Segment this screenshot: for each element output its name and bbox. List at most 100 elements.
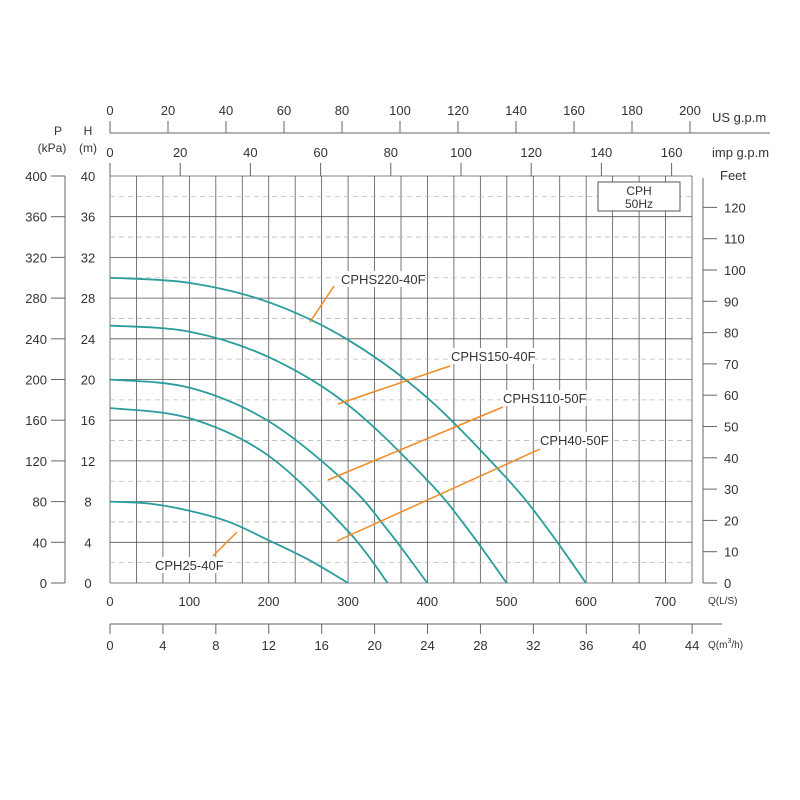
feet-tick-label: 80 bbox=[724, 326, 738, 341]
q-ls-tick-label: 400 bbox=[416, 594, 438, 609]
feet-tick-label: 50 bbox=[724, 420, 738, 435]
grid bbox=[109, 175, 693, 584]
h-axis-label-bottom: (m) bbox=[79, 141, 97, 155]
us-gpm-tick-label: 120 bbox=[447, 103, 469, 118]
q-ls-tick-label: 0 bbox=[106, 594, 113, 609]
feet-tick-label: 40 bbox=[724, 451, 738, 466]
p-tick-label: 400 bbox=[25, 169, 47, 184]
q-ls-axis-label: Q(L/S) bbox=[708, 596, 737, 607]
h-tick-label: 40 bbox=[81, 169, 95, 184]
curve-label: CPHS150-40F bbox=[451, 349, 536, 364]
p-tick-label: 160 bbox=[25, 413, 47, 428]
feet-tick-label: 0 bbox=[724, 576, 731, 591]
q-m3h-tick-label: 28 bbox=[473, 638, 487, 653]
curve-label: CPHS110-50F bbox=[503, 391, 587, 406]
feet-tick-label: 90 bbox=[724, 294, 738, 309]
p-tick-label: 120 bbox=[25, 454, 47, 469]
q-m3h-tick-label: 0 bbox=[106, 638, 113, 653]
imp-gpm-tick-label: 100 bbox=[450, 145, 472, 160]
feet-tick-label: 10 bbox=[724, 545, 738, 560]
us-gpm-tick-label: 80 bbox=[335, 103, 349, 118]
us-gpm-tick-label: 20 bbox=[161, 103, 175, 118]
imp-gpm-tick-label: 0 bbox=[106, 145, 113, 160]
p-tick-label: 40 bbox=[33, 535, 47, 550]
q-m3h-tick-label: 20 bbox=[367, 638, 381, 653]
curve-label: CPH40-50F bbox=[540, 433, 609, 448]
us-gpm-tick-label: 200 bbox=[679, 103, 701, 118]
q-m3h-tick-label: 16 bbox=[314, 638, 328, 653]
imp-gpm-tick-label: 160 bbox=[661, 145, 683, 160]
h-tick-label: 12 bbox=[81, 454, 95, 469]
imp-gpm-tick-label: 40 bbox=[243, 145, 257, 160]
p-tick-label: 360 bbox=[25, 210, 47, 225]
p-tick-label: 80 bbox=[33, 495, 47, 510]
curve-label: CPHS220-40F bbox=[341, 272, 426, 287]
q-m3h-tick-label: 4 bbox=[159, 638, 166, 653]
curve-cphs150-40f bbox=[109, 324, 508, 584]
curve-cphs110-50f bbox=[109, 378, 429, 584]
h-tick-label: 28 bbox=[81, 291, 95, 306]
feet-tick-label: 20 bbox=[724, 513, 738, 528]
feet-tick-label: 100 bbox=[724, 263, 746, 278]
us-gpm-tick-label: 100 bbox=[389, 103, 411, 118]
q-ls-tick-label: 500 bbox=[496, 594, 518, 609]
curve-labels: CPHS220-40F CPHS150-40F CPHS110-50F CPH40-5… bbox=[153, 271, 609, 573]
imp-gpm-tick-label: 20 bbox=[173, 145, 187, 160]
legend-box-line2: 50Hz bbox=[625, 197, 653, 211]
h-tick-label: 36 bbox=[81, 210, 95, 225]
p-tick-label: 0 bbox=[40, 576, 47, 591]
p-tick-label: 240 bbox=[25, 332, 47, 347]
q-ls-tick-label: 100 bbox=[178, 594, 200, 609]
q-ls-tick-label: 700 bbox=[654, 594, 676, 609]
performance-curves bbox=[109, 276, 587, 584]
label-background bbox=[501, 390, 587, 406]
h-tick-label: 32 bbox=[81, 250, 95, 265]
legend-box-frame bbox=[597, 181, 681, 212]
q-ls-tick-label: 200 bbox=[258, 594, 280, 609]
us-gpm-tick-label: 140 bbox=[505, 103, 527, 118]
leader-line bbox=[327, 406, 504, 481]
curve-label: CPH25-40F bbox=[155, 558, 224, 573]
us-gpm-tick-label: 40 bbox=[219, 103, 233, 118]
feet-axis-label: Feet bbox=[720, 168, 746, 183]
h-tick-label: 4 bbox=[84, 535, 91, 550]
q-m3h-tick-label: 40 bbox=[632, 638, 646, 653]
q-m3h-tick-label: 36 bbox=[579, 638, 593, 653]
h-tick-label: 0 bbox=[84, 576, 91, 591]
curve-cph25-40f bbox=[109, 500, 349, 584]
leader-line bbox=[336, 448, 541, 542]
label-background bbox=[449, 348, 535, 364]
us-gpm-tick-label: 0 bbox=[106, 103, 113, 118]
q-m3h-tick-label: 32 bbox=[526, 638, 540, 653]
h-tick-label: 16 bbox=[81, 413, 95, 428]
p-tick-label: 200 bbox=[25, 373, 47, 388]
curve-cph40-50f bbox=[109, 407, 389, 584]
h-tick-label: 8 bbox=[84, 495, 91, 510]
feet-tick-label: 120 bbox=[724, 200, 746, 215]
us-gpm-tick-label: 160 bbox=[563, 103, 585, 118]
q-ls-tick-label: 600 bbox=[575, 594, 597, 609]
imp-gpm-tick-label: 120 bbox=[520, 145, 542, 160]
q-m3h-axis-label: Q(m3/h) bbox=[708, 638, 743, 651]
p-axis-label-bottom: (kPa) bbox=[38, 141, 67, 155]
imp-gpm-tick-label: 140 bbox=[591, 145, 613, 160]
q-m3h-tick-label: 24 bbox=[420, 638, 434, 653]
us-gpm-tick-label: 60 bbox=[277, 103, 291, 118]
leader-line bbox=[309, 285, 335, 323]
q-m3h-tick-label: 12 bbox=[262, 638, 276, 653]
h-tick-label: 20 bbox=[81, 373, 95, 388]
leader-line bbox=[212, 531, 238, 557]
axes: 0481216202428323640040801201602002402803… bbox=[25, 103, 770, 653]
p-axis-label-top: P bbox=[54, 124, 62, 138]
imp-gpm-axis-label: imp g.p.m bbox=[712, 145, 769, 160]
p-tick-label: 320 bbox=[25, 250, 47, 265]
feet-tick-label: 70 bbox=[724, 357, 738, 372]
imp-gpm-tick-label: 80 bbox=[384, 145, 398, 160]
feet-tick-label: 30 bbox=[724, 482, 738, 497]
us-gpm-axis-label: US g.p.m bbox=[712, 110, 766, 125]
q-m3h-tick-label: 44 bbox=[685, 638, 699, 653]
feet-tick-label: 60 bbox=[724, 388, 738, 403]
label-background bbox=[339, 271, 425, 287]
h-tick-label: 24 bbox=[81, 332, 95, 347]
